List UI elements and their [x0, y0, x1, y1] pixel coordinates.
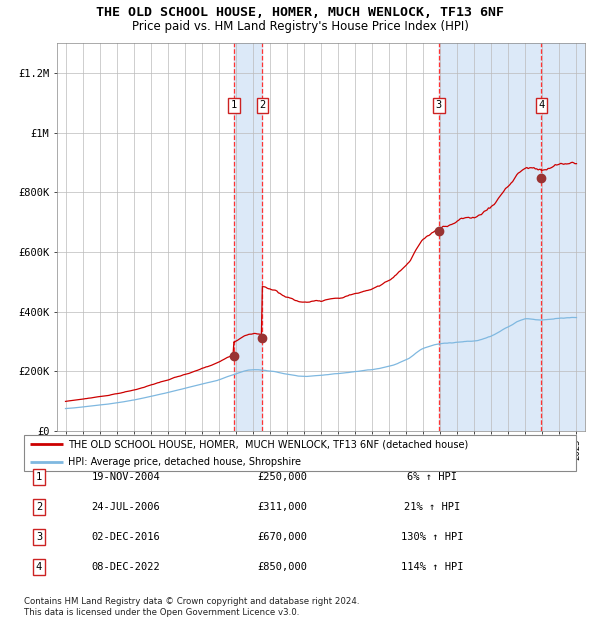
Text: 4: 4 [538, 100, 544, 110]
Text: 4: 4 [36, 562, 42, 572]
Text: Contains HM Land Registry data © Crown copyright and database right 2024.
This d: Contains HM Land Registry data © Crown c… [24, 598, 359, 617]
Text: 3: 3 [436, 100, 442, 110]
Text: THE OLD SCHOOL HOUSE, HOMER,  MUCH WENLOCK, TF13 6NF (detached house): THE OLD SCHOOL HOUSE, HOMER, MUCH WENLOC… [68, 439, 469, 450]
Text: 1: 1 [231, 100, 237, 110]
Text: THE OLD SCHOOL HOUSE, HOMER, MUCH WENLOCK, TF13 6NF: THE OLD SCHOOL HOUSE, HOMER, MUCH WENLOC… [96, 6, 504, 19]
Text: £850,000: £850,000 [257, 562, 307, 572]
Text: 3: 3 [36, 532, 42, 542]
Text: 114% ↑ HPI: 114% ↑ HPI [401, 562, 463, 572]
Text: 19-NOV-2004: 19-NOV-2004 [92, 472, 160, 482]
Text: 02-DEC-2016: 02-DEC-2016 [92, 532, 160, 542]
Text: 2: 2 [36, 502, 42, 512]
Bar [541, 43, 585, 431]
FancyBboxPatch shape [24, 435, 576, 471]
Text: 2: 2 [259, 100, 265, 110]
Text: £250,000: £250,000 [257, 472, 307, 482]
Text: £311,000: £311,000 [257, 502, 307, 512]
Text: 6% ↑ HPI: 6% ↑ HPI [407, 472, 457, 482]
Text: 21% ↑ HPI: 21% ↑ HPI [404, 502, 460, 512]
Text: 24-JUL-2006: 24-JUL-2006 [92, 502, 160, 512]
Bar [234, 43, 262, 431]
Text: HPI: Average price, detached house, Shropshire: HPI: Average price, detached house, Shro… [68, 457, 301, 467]
Text: 1: 1 [36, 472, 42, 482]
Text: Price paid vs. HM Land Registry's House Price Index (HPI): Price paid vs. HM Land Registry's House … [131, 20, 469, 33]
Text: £670,000: £670,000 [257, 532, 307, 542]
Text: 08-DEC-2022: 08-DEC-2022 [92, 562, 160, 572]
Bar [439, 43, 541, 431]
Text: 130% ↑ HPI: 130% ↑ HPI [401, 532, 463, 542]
